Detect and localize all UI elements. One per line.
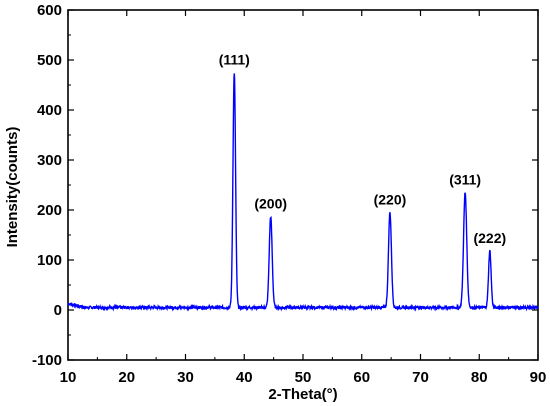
- xrd-line: [67, 73, 539, 312]
- peak-label: (311): [449, 172, 481, 188]
- peak-labels: (111) (200) (220) (311) (222): [219, 52, 506, 247]
- y-tick-label: 300: [37, 152, 62, 169]
- y-tick-label: 600: [37, 2, 62, 19]
- y-tick-label: 200: [37, 202, 62, 219]
- x-tick-label: 90: [530, 369, 547, 386]
- y-tick-label: 500: [37, 52, 62, 69]
- y-tick-label: 0: [54, 302, 62, 319]
- x-tick-label: 40: [236, 369, 253, 386]
- peak-label: (220): [374, 192, 407, 208]
- x-tick-label: 50: [295, 369, 312, 386]
- x-tick-label: 80: [471, 369, 488, 386]
- y-tick-label: -100: [32, 352, 62, 369]
- peak-label: (222): [473, 230, 506, 246]
- x-tick-label: 60: [353, 369, 370, 386]
- y-tick-label: 100: [37, 252, 62, 269]
- x-tick-label: 10: [60, 369, 77, 386]
- peak-label: (111): [219, 52, 250, 68]
- y-axis-title: Intensity(counts): [4, 127, 21, 248]
- y-axis: -100 0 100 200 300 400 500 600: [32, 2, 538, 369]
- x-tick-label: 20: [118, 369, 135, 386]
- y-tick-label: 400: [37, 102, 62, 119]
- x-tick-label: 30: [177, 369, 194, 386]
- peak-label: (200): [254, 196, 287, 212]
- x-axis: 10 20 30 40 50 60 70 80 90: [60, 10, 547, 386]
- xrd-series: [67, 73, 539, 312]
- x-axis-title: 2-Theta(°): [268, 386, 337, 403]
- x-tick-label: 70: [412, 369, 429, 386]
